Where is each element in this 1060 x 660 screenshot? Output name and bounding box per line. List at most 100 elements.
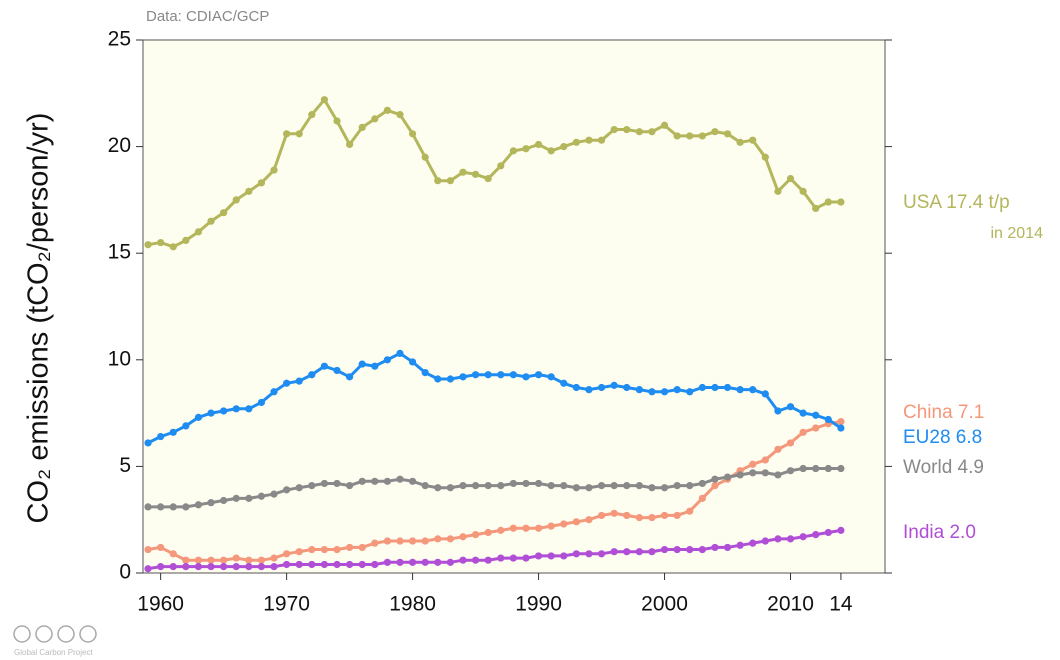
data-point [786,174,795,183]
data-point [610,381,618,389]
data-point [686,507,694,515]
data-point [799,533,807,541]
data-point [509,147,517,155]
data-point [245,494,253,502]
data-point [547,147,555,155]
data-point [434,177,442,185]
data-point [698,132,706,140]
data-point [660,121,669,129]
data-point [446,177,454,185]
data-point [459,373,467,381]
data-point [610,509,618,517]
data-point [560,379,568,387]
data-point [408,558,417,566]
data-point [383,558,391,566]
data-point [749,469,757,477]
data-point [194,501,203,509]
data-point [169,503,177,511]
data-point [522,373,530,381]
data-point [371,560,379,569]
annotation: in 2014 [991,225,1044,242]
data-point [257,556,266,564]
cc-logo [13,625,97,643]
data-point [157,563,165,571]
data-point [358,560,366,569]
data-point [597,550,606,558]
data-point [686,481,694,490]
data-point [635,128,643,136]
data-point [522,554,530,562]
data-point [283,486,291,494]
x-tick-label: 1990 [515,593,562,616]
data-point [308,481,316,490]
y-tick-label: 5 [119,454,131,477]
data-point [421,558,429,566]
data-point [610,125,618,134]
data-point [522,524,530,532]
data-point [623,125,631,134]
data-point [723,383,732,392]
data-point [837,198,845,206]
data-point [346,140,354,149]
data-point [660,484,669,492]
data-point [761,153,769,161]
data-point [333,117,341,125]
data-point [396,111,404,119]
data-point [497,371,505,379]
data-point [207,556,215,564]
data-point [471,170,480,178]
data-point [547,552,555,560]
data-point [711,383,719,392]
data-point [207,563,215,571]
data-point [257,563,266,571]
data-point [648,128,656,136]
data-point [837,424,845,432]
data-point [446,535,454,543]
data-point [459,556,467,564]
data-point [232,405,240,413]
data-point [824,464,832,473]
data-point [346,543,354,552]
data-point [648,548,656,556]
data-point [686,388,694,396]
x-tick-label: 1980 [389,593,436,616]
data-point [383,477,391,485]
data-point [774,407,782,415]
data-point [144,545,152,554]
data-point [749,539,757,547]
data-point [169,428,177,436]
data-point [333,479,341,488]
data-point [333,545,341,554]
data-point [471,556,480,564]
data-point [232,196,240,204]
series-label: USA 17.4 t/p [903,192,1010,213]
y-axis-label: CO₂ emissions (tCO₂/person/yr) [23,113,55,524]
data-point [434,535,442,543]
data-point [623,511,631,520]
data-point [736,541,744,549]
data-point [358,543,366,552]
data-point [459,533,467,541]
data-point [673,132,681,140]
data-point [220,556,228,564]
data-point [572,518,580,526]
data-point [660,388,669,396]
data-point [144,565,152,573]
data-point [320,479,329,488]
data-point [812,424,820,432]
data-point [169,243,177,251]
data-point [270,388,278,396]
data-point [660,511,669,520]
data-point [182,236,190,245]
data-point [623,383,631,392]
data-point [421,153,429,161]
data-point [459,168,467,176]
data-point [169,550,177,558]
data-point [597,136,606,144]
data-point [182,422,190,430]
data-point [232,554,240,562]
data-point [761,390,769,398]
data-point [320,362,329,370]
data-point [308,371,316,379]
data-point [471,531,480,539]
